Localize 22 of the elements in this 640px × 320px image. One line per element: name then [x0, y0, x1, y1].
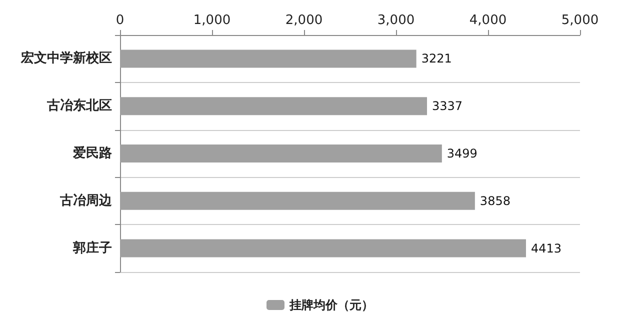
data-label: 3499 [446, 146, 478, 160]
bar [120, 239, 526, 258]
y-tick-label: 郭庄子 [72, 240, 112, 256]
x-tick-label: 5,000 [561, 13, 599, 28]
bar [120, 50, 416, 68]
x-tick-label: 0 [116, 13, 124, 28]
bar [120, 97, 428, 116]
x-tick-label: 3,000 [377, 13, 415, 28]
x-tick-label: 4,000 [469, 13, 507, 28]
data-label: 3858 [480, 194, 510, 208]
data-label: 3337 [432, 99, 463, 114]
legend-label: 挂牌均价（元） [288, 298, 374, 312]
y-tick-label: 宏文中学新校区 [20, 50, 112, 66]
y-tick-label: 古冶东北区 [46, 98, 112, 114]
bar [120, 144, 442, 162]
x-tick-label: 1,000 [193, 13, 231, 28]
data-label: 4413 [530, 241, 562, 256]
y-tick-label: 爱民路 [72, 145, 112, 161]
bar [120, 192, 475, 210]
y-tick-label: 古冶周边 [59, 192, 113, 208]
data-label: 3221 [421, 52, 452, 66]
x-tick-label: 2,000 [285, 13, 323, 28]
